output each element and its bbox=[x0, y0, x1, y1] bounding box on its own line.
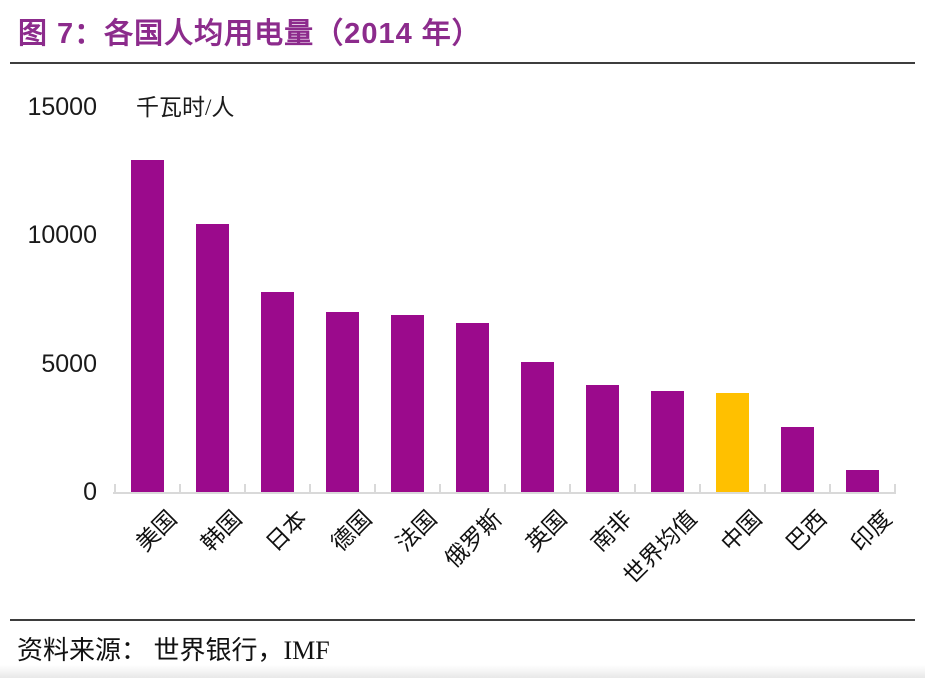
y-axis-tick-label: 0 bbox=[83, 478, 97, 506]
x-axis-tick-mark bbox=[829, 484, 831, 493]
x-axis-tick-mark bbox=[634, 484, 636, 493]
y-axis-tick-label: 15000 bbox=[27, 93, 97, 121]
x-axis-label: 德国 bbox=[325, 506, 377, 557]
bar bbox=[521, 362, 554, 492]
bar bbox=[651, 391, 684, 492]
x-axis-label: 法国 bbox=[390, 506, 442, 557]
x-axis-tick-mark bbox=[569, 484, 571, 493]
bar bbox=[716, 393, 749, 492]
source-note: 资料来源： 世界银行，IMF bbox=[17, 636, 330, 665]
bar bbox=[586, 385, 619, 492]
x-axis-tick-mark bbox=[179, 484, 181, 493]
x-axis-label: 印度 bbox=[845, 506, 897, 557]
x-axis-tick-mark bbox=[764, 484, 766, 493]
x-axis-tick-mark bbox=[114, 484, 116, 493]
x-axis-tick-mark bbox=[309, 484, 311, 493]
bar bbox=[326, 312, 359, 492]
x-axis-tick-mark bbox=[894, 484, 896, 493]
bar bbox=[261, 292, 294, 492]
x-axis-label: 中国 bbox=[715, 506, 767, 557]
x-axis-label: 日本 bbox=[260, 506, 312, 557]
x-axis-tick-mark bbox=[244, 484, 246, 493]
x-axis-label: 巴西 bbox=[780, 506, 832, 557]
bar bbox=[131, 160, 164, 492]
x-axis-label: 美国 bbox=[130, 506, 182, 557]
bar bbox=[456, 323, 489, 492]
bar bbox=[196, 224, 229, 492]
x-axis-tick-mark bbox=[439, 484, 441, 493]
x-axis-label: 英国 bbox=[520, 506, 572, 557]
y-axis-tick-label: 10000 bbox=[27, 221, 97, 250]
bar bbox=[391, 315, 424, 492]
x-axis-label: 韩国 bbox=[195, 506, 247, 557]
x-axis-tick-mark bbox=[504, 484, 506, 493]
x-axis-label: 世界均值 bbox=[618, 506, 702, 589]
bar bbox=[846, 470, 879, 492]
source-divider bbox=[10, 619, 915, 621]
x-axis-line bbox=[113, 492, 896, 494]
y-axis-tick-label: 5000 bbox=[41, 349, 97, 378]
title-divider bbox=[10, 62, 915, 64]
bar bbox=[781, 427, 814, 492]
y-axis-unit-label: 千瓦时/人 bbox=[136, 95, 235, 120]
x-axis-label: 南非 bbox=[585, 506, 637, 557]
page-title: 图 7：各国人均用电量（2014 年） bbox=[18, 18, 482, 50]
x-axis-tick-mark bbox=[699, 484, 701, 493]
x-axis-label: 俄罗斯 bbox=[439, 506, 507, 573]
page-bottom-shadow bbox=[0, 665, 925, 678]
x-axis-tick-mark bbox=[374, 484, 376, 493]
